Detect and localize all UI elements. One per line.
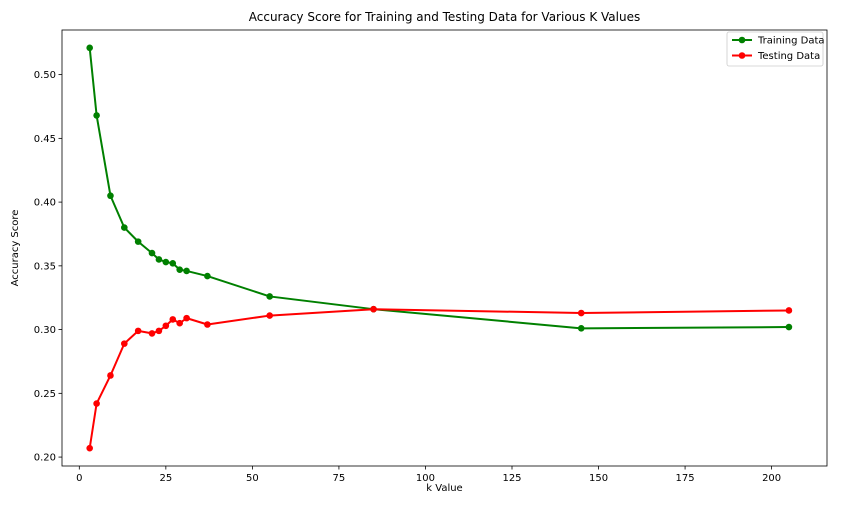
data-point-testing-data — [121, 340, 128, 347]
x-tick-label: 25 — [159, 473, 172, 484]
series-layer — [86, 44, 793, 452]
data-point-testing-data — [176, 319, 183, 327]
data-point-testing-data — [266, 312, 273, 319]
x-tick-label: 175 — [676, 473, 695, 484]
legend-item-training-data: Training Data — [732, 36, 825, 47]
x-tick-label: 100 — [416, 473, 435, 484]
legend-marker — [738, 52, 746, 59]
data-point-testing-data — [162, 322, 170, 330]
data-point-testing-data — [169, 316, 177, 323]
y-tick-label: 0.45 — [34, 134, 56, 145]
series-training-data — [86, 44, 793, 332]
data-point-training-data — [169, 259, 177, 267]
data-point-training-data — [93, 112, 100, 119]
plot-area — [61, 29, 828, 467]
y-axis-label: Accuracy Score — [10, 210, 21, 287]
legend: Training Data Testing Data — [726, 31, 825, 67]
x-tick-label: 75 — [333, 473, 346, 484]
series-line-training-data — [88, 46, 790, 330]
x-tick-label: 200 — [762, 473, 781, 484]
x-axis: 0 25 50 75 100 125 150 175 200 — [76, 466, 781, 484]
x-tick-label: 125 — [502, 473, 521, 484]
series-line-testing-data — [88, 308, 790, 450]
data-point-testing-data — [577, 309, 585, 317]
y-tick-label: 0.30 — [34, 325, 56, 336]
data-point-training-data — [266, 293, 273, 300]
data-point-testing-data — [86, 444, 93, 452]
y-axis: 0.20 0.25 0.30 0.35 0.40 0.45 0.50 — [34, 70, 62, 464]
data-point-training-data — [162, 258, 170, 266]
data-point-training-data — [785, 323, 793, 331]
data-point-training-data — [577, 325, 585, 332]
y-tick-label: 0.40 — [34, 198, 56, 209]
data-point-testing-data — [155, 327, 163, 335]
y-tick-label: 0.35 — [34, 261, 56, 272]
data-point-testing-data — [183, 314, 190, 322]
legend-label: Training Data — [757, 36, 825, 47]
y-tick-label: 0.20 — [34, 453, 56, 464]
data-point-testing-data — [204, 321, 211, 328]
y-tick-label: 0.25 — [34, 389, 56, 400]
legend-label: Testing Data — [757, 51, 820, 62]
data-point-training-data — [204, 272, 211, 280]
series-testing-data — [86, 305, 793, 452]
data-point-testing-data — [370, 305, 377, 313]
x-tick-label: 150 — [589, 473, 608, 484]
data-point-training-data — [176, 266, 183, 273]
data-point-training-data — [121, 224, 128, 231]
data-point-testing-data — [785, 307, 793, 314]
x-axis-label: k Value — [426, 483, 462, 494]
x-tick-label: 50 — [246, 473, 259, 484]
data-point-training-data — [86, 44, 93, 52]
data-point-training-data — [134, 238, 142, 245]
data-point-testing-data — [134, 327, 142, 335]
x-tick-label: 0 — [76, 473, 82, 484]
data-point-training-data — [148, 249, 156, 257]
data-point-training-data — [155, 256, 163, 263]
data-point-training-data — [183, 267, 190, 275]
data-point-testing-data — [107, 372, 114, 379]
data-point-testing-data — [93, 400, 100, 407]
legend-item-testing-data: Testing Data — [732, 51, 820, 62]
data-point-training-data — [107, 192, 114, 200]
chart-title: Accuracy Score for Training and Testing … — [249, 10, 640, 24]
data-point-testing-data — [148, 330, 156, 337]
y-tick-label: 0.50 — [34, 70, 56, 81]
legend-marker — [738, 36, 746, 44]
